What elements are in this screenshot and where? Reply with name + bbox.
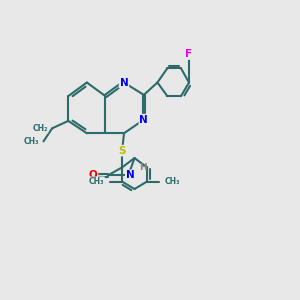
Text: H: H [139, 163, 146, 172]
Text: CH₃: CH₃ [23, 137, 39, 146]
Text: O: O [89, 170, 98, 180]
Text: N: N [120, 77, 128, 88]
Text: S: S [118, 146, 126, 156]
Text: CH₃: CH₃ [89, 177, 104, 186]
Text: N: N [126, 170, 135, 180]
Text: N: N [140, 115, 148, 125]
Text: CH₂: CH₂ [32, 124, 48, 133]
Text: F: F [185, 49, 193, 59]
Text: CH₃: CH₃ [165, 177, 180, 186]
